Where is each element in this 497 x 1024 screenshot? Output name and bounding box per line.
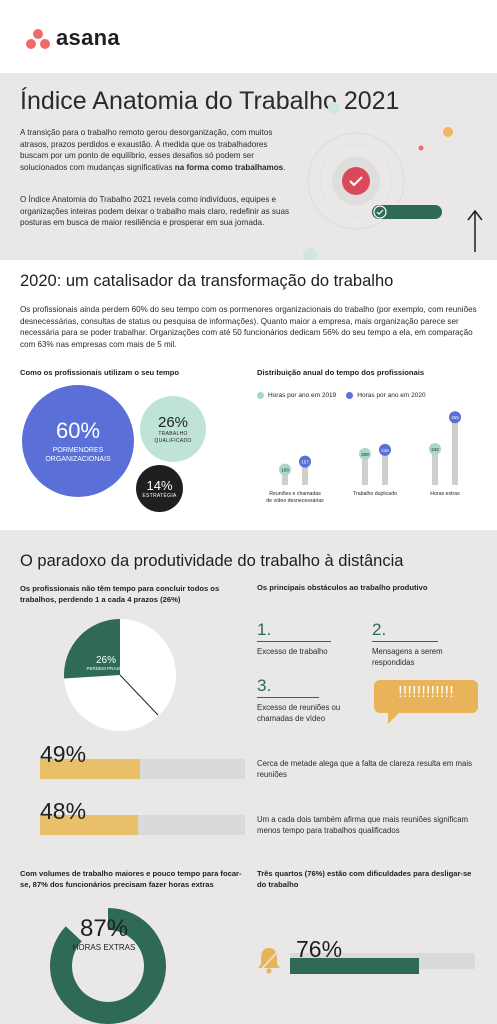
catalyst-title: 2020: um catalisador da transformação do…	[20, 272, 394, 290]
bubble-organizational-label: PORMENORES ORGANIZACIONAIS	[45, 447, 111, 463]
header	[0, 0, 497, 73]
obstacle-2-text: Mensagens a serem respondidas	[372, 647, 443, 667]
bar-2019-0	[282, 469, 288, 485]
paradox-title: O paradoxo da produtividade do trabalho …	[20, 552, 404, 570]
bar-48-value: 48%	[40, 798, 87, 824]
hero-paragraph-2: O Índice Anatomia do Trabalho 2021 revel…	[20, 195, 290, 227]
hero-paragraph-1: A transição para o trabalho remoto gerou…	[20, 128, 286, 172]
bar-cap-2019-1	[359, 447, 371, 460]
bar-49-text: Cerca de metade alega que a falta de cla…	[257, 759, 472, 779]
pie-label: PERDEM PRAZOS	[86, 666, 126, 671]
overtime-label: HORAS EXTRAS	[72, 943, 136, 952]
pie-slice-missed	[64, 619, 120, 679]
bar-cap-2020-2	[449, 411, 461, 424]
hero-illustration	[303, 102, 483, 260]
bar-value-label-2019-0: 103	[281, 468, 289, 473]
deadlines-heading: Os profissionais não têm tempo para conc…	[20, 584, 220, 604]
bar-49-fill	[40, 759, 141, 779]
bar-value-label-2020-2: 455	[451, 415, 459, 420]
overtime-value: 87%	[79, 915, 129, 942]
pie-clock-hand	[119, 674, 159, 716]
speech-bubble-text: !!!!!!!!!!!!	[398, 684, 454, 701]
bar-2020-2	[452, 417, 458, 485]
obstacle-1: 1. Excesso de trabalho	[257, 620, 337, 657]
bar-cap-2019-0	[279, 463, 291, 476]
overtime-pie	[49, 908, 167, 1024]
bar-48-fill	[40, 815, 139, 835]
bubble-strategy-label: ESTRATÉGIA	[142, 493, 177, 499]
obstacle-3-text: Excesso de reuniões ou chamadas de vídeo	[257, 703, 341, 723]
obstacle-1-number: 1.	[257, 620, 331, 642]
bubble-skilled-value: 26%	[157, 413, 189, 431]
disconnect-heading: Três quartos (76%) estão com dificuldade…	[257, 869, 472, 889]
bubble-organizational-value: 60%	[55, 418, 101, 443]
bar-2020-0	[302, 461, 308, 485]
bubble-strategy-value: 14%	[146, 478, 173, 493]
obstacle-3: 3. Excesso de reuniões ou chamadas de ví…	[257, 676, 367, 724]
time-use-heading: Como os profissionais utilizam o seu tem…	[20, 368, 180, 377]
overtime-inner	[72, 930, 144, 1002]
bar-value-label-2019-1: 209	[361, 452, 369, 457]
bar-cap-2019-2	[429, 442, 441, 455]
bar-2019-1	[362, 453, 368, 485]
obstacle-1-text: Excesso de trabalho	[257, 647, 328, 656]
brand-name[interactable]: asana	[56, 25, 120, 50]
bar-2019-2	[432, 448, 438, 485]
missed-deadlines-pie	[64, 619, 176, 731]
overtime-label-group: 87% HORAS EXTRAS	[48, 915, 160, 952]
category-label-0-1: de vídeo desnecessárias	[266, 498, 324, 504]
bar-cap-2020-1	[379, 443, 391, 456]
catalyst-paragraph: Os profissionais ainda perdem 60% do seu…	[20, 305, 477, 349]
disconnect-value: 76%	[296, 936, 343, 962]
bubble-strategy: 14% ESTRATÉGIA	[136, 465, 183, 512]
pie-label-group: 26% PERDEM PRAZOS	[86, 655, 126, 671]
bar-48-text: Um a cada dois também afirma que mais re…	[257, 815, 469, 835]
legend-2020-swatch	[346, 392, 354, 399]
pie-value: 26%	[95, 655, 116, 666]
category-label-0-0: Reuniões e chamadas	[269, 491, 321, 497]
bar-value-label-2020-1: 236	[381, 448, 389, 453]
category-label-1-0: Trabalho duplicado	[353, 491, 397, 497]
disconnect-fill	[290, 958, 420, 974]
speech-bubble-icon	[374, 680, 478, 724]
legend-2020-label: Horas por ano em 2020	[357, 392, 426, 399]
bell-icon	[257, 948, 281, 974]
bubble-skilled: 26% TRABALHO QUALIFICADO	[140, 396, 206, 462]
legend-2019-swatch	[257, 392, 264, 399]
obstacle-2: 2. Mensagens a serem respondidas	[372, 620, 472, 668]
asana-logo-icon[interactable]	[24, 28, 52, 50]
bubble-organizational: 60% PORMENORES ORGANIZACIONAIS	[22, 385, 134, 497]
bar-49-value: 49%	[40, 741, 87, 767]
bar-2020-1	[382, 449, 388, 485]
obstacles-heading: Os principais obstáculos ao trabalho pro…	[257, 583, 428, 592]
hero-section	[0, 73, 497, 260]
chart-title: Distribuição anual do tempo dos profissi…	[257, 368, 425, 377]
bubble-skilled-label: TRABALHO QUALIFICADO	[154, 430, 192, 444]
bar-value-label-2020-0: 157	[301, 460, 309, 465]
category-label-2-0: Horas extras	[430, 491, 460, 497]
bar-cap-2020-0	[299, 455, 311, 468]
overtime-heading: Com volumes de trabalho maiores e pouco …	[20, 869, 242, 889]
obstacle-2-number: 2.	[372, 620, 438, 642]
chart-legend: Horas por ano em 2019 Horas por ano em 2…	[257, 392, 426, 399]
bar-value-label-2019-2: 242	[431, 447, 439, 452]
legend-2019-label: Horas por ano em 2019	[268, 392, 337, 399]
obstacle-3-number: 3.	[257, 676, 319, 698]
